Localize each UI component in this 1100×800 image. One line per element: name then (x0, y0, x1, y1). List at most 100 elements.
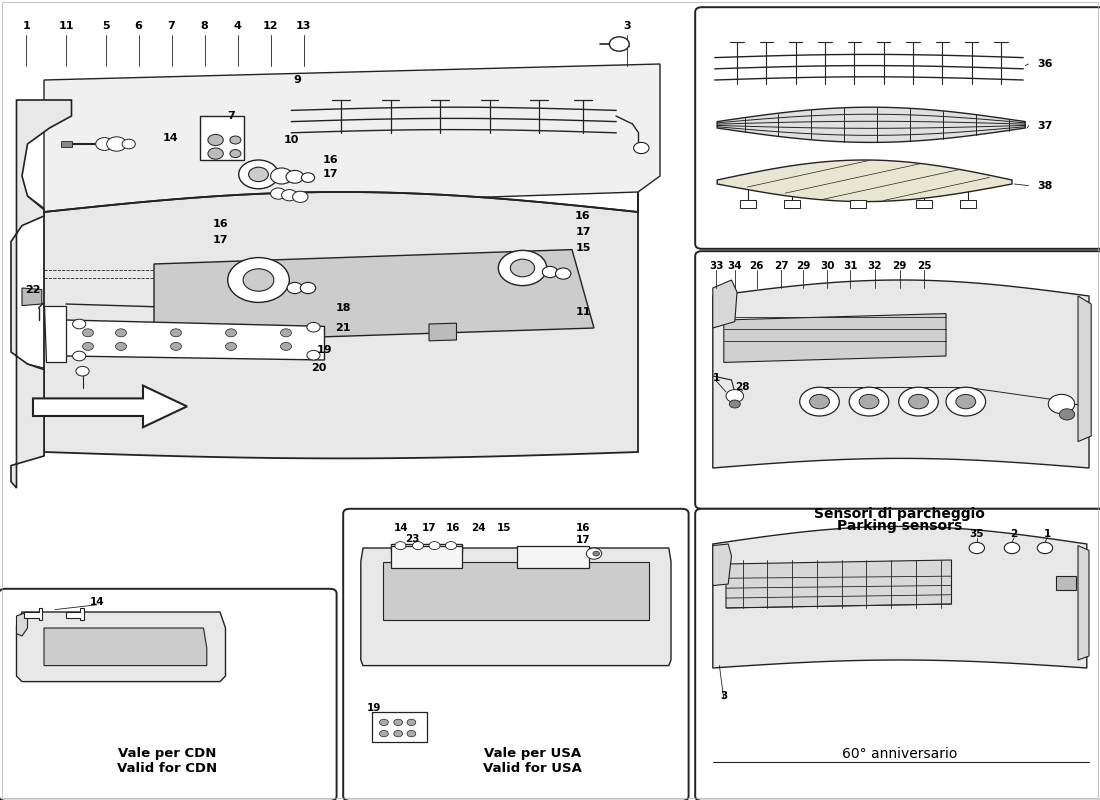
Bar (850, 200, 866, 208)
Text: 17: 17 (322, 170, 338, 179)
Circle shape (586, 548, 602, 559)
Polygon shape (383, 562, 649, 620)
Circle shape (542, 266, 558, 278)
FancyBboxPatch shape (343, 509, 689, 800)
Bar (372, 712, 427, 742)
Text: 17: 17 (421, 523, 437, 533)
Polygon shape (66, 608, 84, 620)
Circle shape (379, 730, 388, 737)
Circle shape (76, 366, 89, 376)
Text: 16: 16 (322, 155, 338, 165)
Circle shape (228, 258, 289, 302)
Text: 11: 11 (58, 21, 74, 30)
Circle shape (407, 730, 416, 737)
Circle shape (300, 282, 316, 294)
Text: 37: 37 (1037, 121, 1053, 130)
Text: 14: 14 (394, 523, 409, 533)
Circle shape (800, 387, 839, 416)
Text: 60° anniversario: 60° anniversario (843, 746, 957, 761)
Text: 24: 24 (471, 523, 486, 533)
Polygon shape (33, 386, 187, 427)
FancyBboxPatch shape (695, 251, 1100, 509)
Text: Parking sensors: Parking sensors (837, 519, 962, 534)
Circle shape (498, 250, 547, 286)
Circle shape (899, 387, 938, 416)
Text: 26: 26 (749, 262, 764, 271)
Text: 7: 7 (227, 111, 235, 121)
Polygon shape (154, 250, 594, 342)
Circle shape (394, 719, 403, 726)
Circle shape (96, 138, 113, 150)
Bar (784, 200, 800, 208)
Polygon shape (11, 100, 72, 488)
Text: 15: 15 (496, 523, 512, 533)
Text: 36: 36 (1037, 59, 1053, 69)
Circle shape (170, 329, 182, 337)
Circle shape (271, 188, 286, 199)
Circle shape (301, 173, 315, 182)
Text: 3: 3 (720, 691, 727, 701)
Polygon shape (713, 544, 732, 586)
Text: 16: 16 (446, 523, 461, 533)
Text: 17: 17 (212, 235, 228, 245)
Circle shape (249, 167, 268, 182)
Text: 16: 16 (212, 219, 228, 229)
Text: 9: 9 (293, 75, 301, 85)
Circle shape (226, 329, 236, 337)
Text: 8: 8 (200, 21, 209, 30)
Circle shape (969, 542, 984, 554)
Text: 14: 14 (163, 133, 178, 142)
Text: 19: 19 (366, 703, 382, 713)
Text: Valid for USA: Valid for USA (483, 762, 582, 774)
Text: 34: 34 (727, 262, 742, 271)
Circle shape (82, 342, 94, 350)
Text: 13: 13 (296, 21, 311, 30)
Circle shape (280, 342, 292, 350)
Text: 38: 38 (1037, 181, 1053, 190)
Circle shape (271, 168, 293, 184)
Polygon shape (713, 526, 1087, 668)
Circle shape (810, 394, 829, 409)
Text: 14: 14 (89, 597, 104, 606)
Polygon shape (713, 280, 1089, 468)
Polygon shape (1078, 546, 1089, 660)
Circle shape (395, 542, 406, 550)
Polygon shape (717, 160, 1012, 202)
Circle shape (407, 719, 416, 726)
Text: 35: 35 (969, 530, 984, 539)
Circle shape (230, 150, 241, 158)
Polygon shape (726, 560, 952, 608)
Circle shape (510, 259, 535, 277)
Circle shape (208, 134, 223, 146)
Polygon shape (44, 192, 638, 458)
Text: 29: 29 (892, 262, 907, 271)
Text: 19: 19 (317, 346, 332, 355)
Text: 3: 3 (624, 21, 630, 30)
Circle shape (446, 542, 456, 550)
Text: Vale per CDN: Vale per CDN (118, 747, 217, 760)
Polygon shape (24, 608, 42, 620)
Text: 22: 22 (25, 285, 41, 294)
Text: 4: 4 (233, 21, 242, 30)
Circle shape (82, 329, 94, 337)
Polygon shape (429, 323, 456, 341)
Polygon shape (724, 314, 946, 362)
Circle shape (226, 342, 236, 350)
Text: 28: 28 (735, 382, 750, 392)
Bar (200, 116, 244, 160)
Text: 25: 25 (916, 262, 932, 271)
Circle shape (556, 268, 571, 279)
Polygon shape (390, 544, 462, 552)
Text: 1: 1 (713, 373, 719, 382)
FancyBboxPatch shape (0, 589, 337, 800)
Circle shape (394, 730, 403, 737)
Text: 31: 31 (843, 262, 858, 271)
Circle shape (729, 400, 740, 408)
Circle shape (230, 136, 241, 144)
Text: 11: 11 (575, 307, 591, 317)
Polygon shape (361, 548, 671, 666)
Circle shape (293, 191, 308, 202)
Text: Sensori di parcheggio: Sensori di parcheggio (814, 506, 986, 521)
Circle shape (634, 142, 649, 154)
Text: Vale per USA: Vale per USA (484, 747, 581, 760)
